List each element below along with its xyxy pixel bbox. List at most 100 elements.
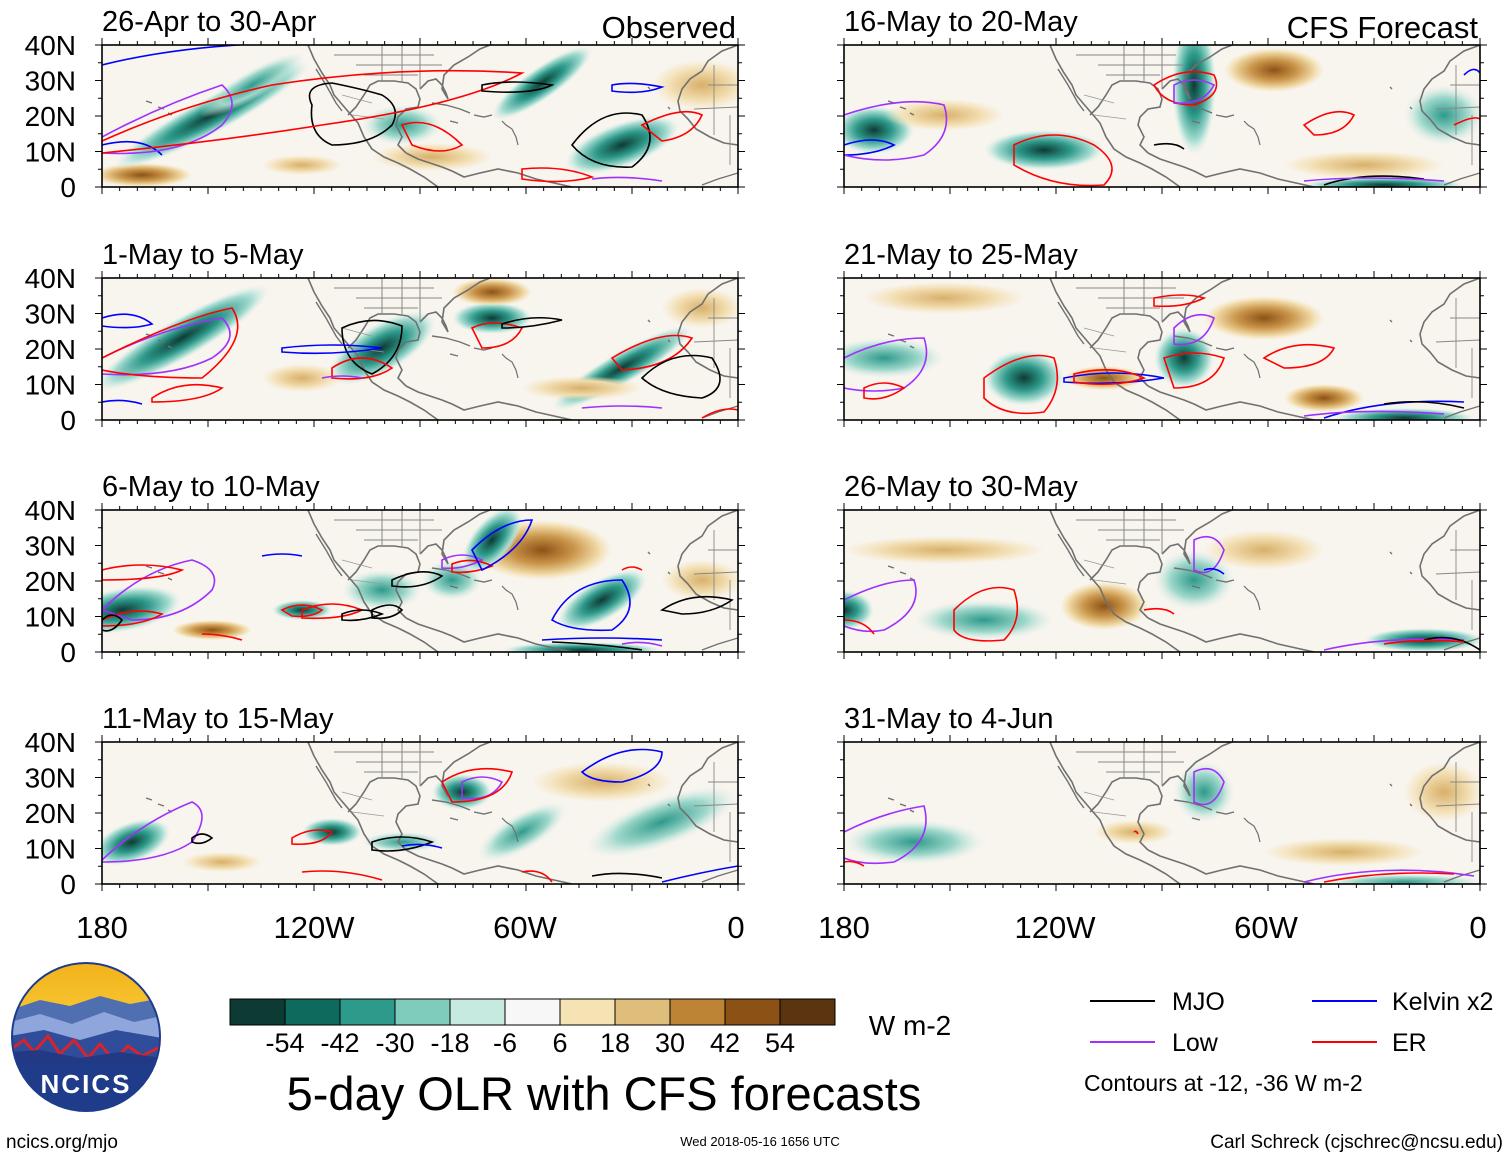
colorbar-tick-label: 54 [765,1028,795,1058]
colorbar-tick-label: -6 [493,1028,517,1058]
wave-contour [441,554,484,570]
olr-anomaly [452,302,532,334]
olr-anomaly [452,278,532,306]
panel-ticks [837,503,1487,659]
wave-contour [1203,567,1225,575]
wave-contour [471,519,534,572]
olr-anomaly [172,620,252,640]
wave-contour [102,317,231,376]
wave-contour [102,559,216,621]
lat-label: 0 [60,637,76,668]
wave-contour [201,633,243,641]
legend-item-er: ER [1312,1029,1427,1057]
panel-ticks [837,735,1487,891]
x-axis-left: 180 120W 60W 0 [76,910,744,945]
map-panel-p3: 6-May to 10-May 40N 30N 20N 10N 0 [25,471,745,668]
wave-contour [1162,352,1226,389]
olr-anomaly [1284,151,1444,179]
wave-contour [440,767,514,803]
lat-label: 10N [25,370,76,401]
wave-contour [102,45,402,66]
wave-contour [291,829,334,846]
wave-contour [701,408,738,419]
lon-label: 180 [76,910,128,945]
olr-anomaly [1154,550,1234,610]
wave-contour [280,604,324,618]
wave-contour [102,140,163,156]
lat-label: 20N [25,101,76,132]
olr-anomaly [1264,838,1424,866]
lat-label: 20N [25,798,76,829]
panel-ticks [95,735,745,891]
wave-contour [102,614,124,632]
colorbar-tick-label: -42 [320,1028,359,1058]
olr-anomaly [1060,582,1148,630]
legend-label: ER [1392,1029,1427,1057]
lon-label: 0 [727,910,744,945]
panel-period: 6-May to 10-May [102,471,320,503]
wave-contour [341,609,385,622]
wave-contour [1463,68,1480,76]
wave-contour [1323,175,1425,186]
wave-contour [461,776,504,800]
lat-label: 40N [25,495,76,526]
colorbar-tick-label: -30 [375,1028,414,1058]
x-axis-right: 180 120W 60W 0 [818,910,1486,945]
wave-contour [550,579,631,632]
wave-contour [1013,134,1113,187]
wave-contour [1173,79,1216,104]
colorbar-tick-label: 18 [600,1028,630,1058]
wave-contour [481,81,555,93]
lat-labels: 40N 30N 20N 10N 0 [25,263,76,436]
olr-field [102,278,738,420]
wave-contour [551,641,643,651]
footer-credit[interactable]: Carl Schreck (cjschrec@ncsu.edu) [1210,1132,1503,1153]
map-panel-p7: 26-May to 30-May [837,471,1487,659]
wave-contour [102,307,239,379]
wave-contour [844,860,865,867]
colorbar-swatch [339,998,396,1026]
figure-title: 5-day OLR with CFS forecasts [287,1067,922,1120]
wave-contour [610,334,694,371]
wave-contour [1302,110,1356,136]
wave-contour [1453,117,1480,126]
lat-label: 0 [60,405,76,436]
olr-field [102,742,738,884]
olr-anomaly [362,832,442,852]
olr-anomaly [532,762,672,802]
wave-contour [640,110,704,142]
wave-contour [308,82,397,146]
wave-contour [371,836,435,852]
olr-anomaly [914,600,1054,640]
wave-contour [470,322,524,349]
wave-contour [102,399,143,405]
wave-contour [640,354,721,399]
olr-anomaly [1174,762,1234,822]
wave-contour [844,579,917,633]
wave-contour [844,337,928,392]
olr-anomaly [477,802,567,862]
olr-anomaly [262,364,342,392]
wave-contour [844,100,948,161]
map-panel-p2: 1-May to 5-May 40N 30N 20N 10N 0 [25,239,745,436]
olr-field [844,742,1480,884]
olr-anomaly [884,99,1004,131]
olr-anomaly [422,560,482,600]
wave-contour [281,344,383,355]
wave-contour [400,121,464,152]
footer-url[interactable]: ncics.org/mjo [6,1132,118,1153]
wave-contour [844,139,896,156]
wave-contour [102,564,185,581]
lat-label: 30N [25,763,76,794]
lat-label: 30N [25,531,76,562]
olr-anomaly [1284,384,1364,412]
lat-labels: 40N 30N 20N 10N 0 [25,495,76,668]
wave-contour [521,167,595,183]
panel-period: 11-May to 15-May [102,703,334,735]
panel-period: 26-Apr to 30-Apr [102,6,317,38]
colorbar-tick-label: 30 [655,1028,685,1058]
legend-label: Low [1172,1029,1219,1057]
wave-contour [591,872,663,879]
lat-label: 20N [25,566,76,597]
lat-label: 40N [25,263,76,294]
